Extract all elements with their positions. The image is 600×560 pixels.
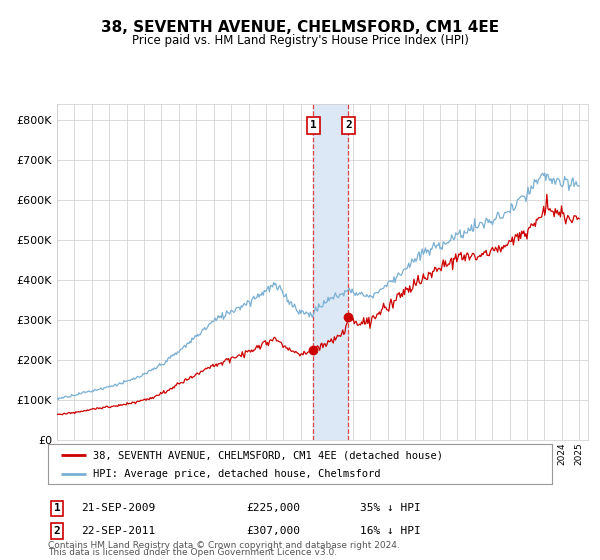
Text: Contains HM Land Registry data © Crown copyright and database right 2024.: Contains HM Land Registry data © Crown c… <box>48 541 400 550</box>
Text: 2: 2 <box>53 526 61 536</box>
Text: Price paid vs. HM Land Registry's House Price Index (HPI): Price paid vs. HM Land Registry's House … <box>131 34 469 46</box>
Text: 1: 1 <box>53 503 61 514</box>
Text: 35% ↓ HPI: 35% ↓ HPI <box>360 503 421 514</box>
Text: 38, SEVENTH AVENUE, CHELMSFORD, CM1 4EE (detached house): 38, SEVENTH AVENUE, CHELMSFORD, CM1 4EE … <box>94 450 443 460</box>
Text: This data is licensed under the Open Government Licence v3.0.: This data is licensed under the Open Gov… <box>48 548 337 557</box>
Text: £225,000: £225,000 <box>246 503 300 514</box>
Text: 21-SEP-2009: 21-SEP-2009 <box>81 503 155 514</box>
Text: £307,000: £307,000 <box>246 526 300 536</box>
Bar <box>313 104 348 440</box>
Text: 2: 2 <box>345 120 352 130</box>
Text: 1: 1 <box>310 120 317 130</box>
Text: 16% ↓ HPI: 16% ↓ HPI <box>360 526 421 536</box>
Text: HPI: Average price, detached house, Chelmsford: HPI: Average price, detached house, Chel… <box>94 469 381 479</box>
Text: 38, SEVENTH AVENUE, CHELMSFORD, CM1 4EE: 38, SEVENTH AVENUE, CHELMSFORD, CM1 4EE <box>101 20 499 35</box>
Text: 22-SEP-2011: 22-SEP-2011 <box>81 526 155 536</box>
